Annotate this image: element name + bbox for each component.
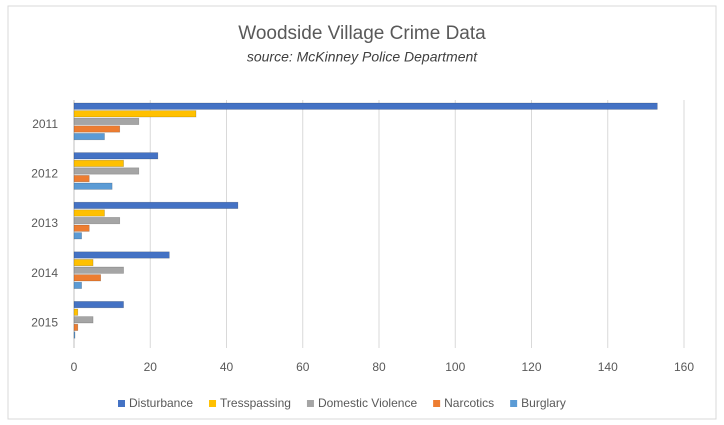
y-tick-label: 2012 — [31, 167, 58, 181]
legend-swatch — [510, 400, 518, 407]
bar — [73, 281, 82, 289]
y-tick-label: 2011 — [32, 117, 58, 131]
legend-label: Tresspassing — [220, 396, 291, 410]
x-tick-label: 60 — [296, 360, 310, 374]
bar — [73, 308, 79, 316]
bar — [73, 110, 197, 118]
bar — [73, 167, 140, 175]
bar — [73, 102, 658, 110]
x-tick-label: 160 — [674, 360, 694, 374]
bar — [73, 182, 113, 190]
bar — [73, 274, 101, 282]
bar — [73, 251, 170, 259]
bar — [73, 232, 82, 240]
legend-label: Disturbance — [129, 396, 193, 410]
bar — [73, 301, 124, 309]
bar — [73, 125, 121, 133]
bar — [73, 217, 121, 225]
bar — [73, 316, 94, 324]
legend-swatch — [118, 400, 125, 407]
bar — [73, 152, 159, 160]
bar — [73, 159, 124, 167]
x-tick-label: 0 — [71, 360, 78, 374]
bar — [73, 117, 140, 125]
y-tick-label: 2013 — [31, 216, 58, 230]
legend-label: Narcotics — [444, 396, 494, 410]
bar — [73, 259, 94, 267]
x-tick-label: 80 — [372, 360, 386, 374]
x-tick-label: 140 — [598, 360, 618, 374]
bar — [73, 224, 90, 232]
chart-title: Woodside Village Crime Data — [238, 23, 486, 44]
bar — [73, 201, 239, 209]
x-tick-label: 120 — [521, 360, 541, 374]
chart-border — [7, 5, 717, 420]
y-tick-label: 2015 — [31, 315, 58, 329]
bar — [73, 133, 105, 141]
x-tick-label: 100 — [445, 360, 465, 374]
bar — [73, 323, 79, 331]
x-tick-label: 40 — [220, 360, 234, 374]
legend-label: Burglary — [521, 396, 566, 410]
bar — [73, 175, 90, 183]
bar — [73, 209, 105, 217]
legend-swatch — [306, 400, 314, 407]
legend-swatch — [433, 400, 441, 407]
x-tick-label: 20 — [144, 360, 158, 374]
bar — [73, 266, 124, 274]
bar — [73, 331, 76, 339]
chart-subtitle: source: McKinney Police Department — [247, 49, 478, 65]
legend-label: Domestic Violence — [318, 396, 417, 410]
y-tick-label: 2014 — [31, 266, 58, 280]
legend-swatch — [209, 400, 217, 407]
